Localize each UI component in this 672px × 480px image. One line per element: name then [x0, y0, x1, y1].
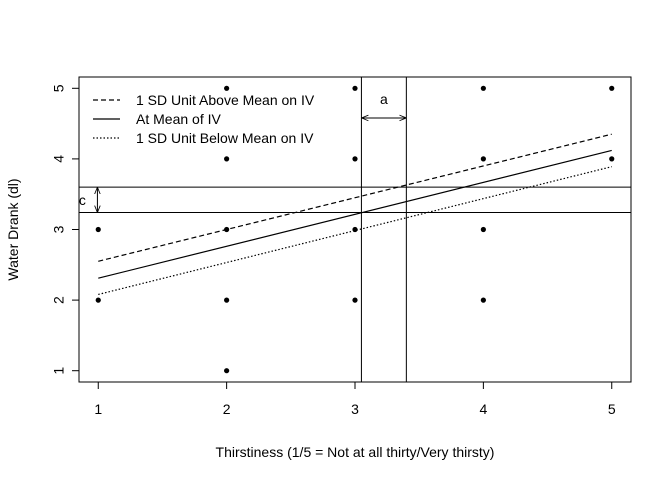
x-axis-label: Thirstiness (1/5 = Not at all thirty/Ver…: [216, 444, 495, 460]
data-points: [95, 85, 615, 374]
legend-label: 1 SD Unit Above Mean on IV: [136, 92, 315, 108]
x-tick-label: 4: [479, 401, 487, 417]
data-point: [224, 85, 230, 91]
x-tick-label: 5: [608, 401, 616, 417]
annotation-label-c: c: [79, 192, 86, 208]
data-point: [224, 226, 230, 233]
series-line-solid: [98, 149, 612, 279]
data-point: [95, 226, 101, 233]
data-point: [609, 156, 615, 162]
x-axis: 1 2 3 4 5: [94, 381, 616, 417]
y-tick-label: 2: [51, 296, 67, 304]
data-point: [480, 297, 486, 303]
data-point: [224, 156, 230, 162]
annotation-label-a: a: [380, 91, 388, 107]
x-tick-label: 3: [351, 401, 359, 417]
data-point: [352, 226, 358, 233]
x-tick-label: 2: [223, 401, 231, 417]
data-point: [480, 85, 486, 91]
legend-label: At Mean of IV: [136, 111, 221, 127]
annotations: ac: [79, 91, 407, 213]
series-line-dotted: [98, 166, 612, 296]
series-line-dashed: [98, 133, 612, 262]
x-tick-label: 1: [94, 401, 102, 417]
data-point: [480, 156, 486, 162]
data-point: [352, 85, 358, 91]
y-tick-label: 3: [51, 225, 67, 233]
data-point: [609, 85, 615, 91]
fit-lines: [98, 133, 612, 296]
data-point: [95, 297, 101, 303]
y-tick-label: 4: [51, 155, 67, 163]
y-axis-label: Water Drank (dl): [5, 178, 21, 280]
y-tick-label: 1: [51, 367, 67, 375]
y-tick-label: 5: [51, 84, 67, 92]
data-point: [352, 297, 358, 303]
data-point: [224, 368, 230, 374]
reference-lines: [79, 77, 631, 382]
legend-label: 1 SD Unit Below Mean on IV: [136, 130, 314, 146]
data-point: [480, 226, 486, 233]
data-point: [352, 156, 358, 162]
y-axis: 1 2 3 4 5: [51, 84, 80, 375]
legend: 1 SD Unit Above Mean on IV At Mean of IV 1…: [93, 92, 315, 146]
data-point: [224, 297, 230, 303]
